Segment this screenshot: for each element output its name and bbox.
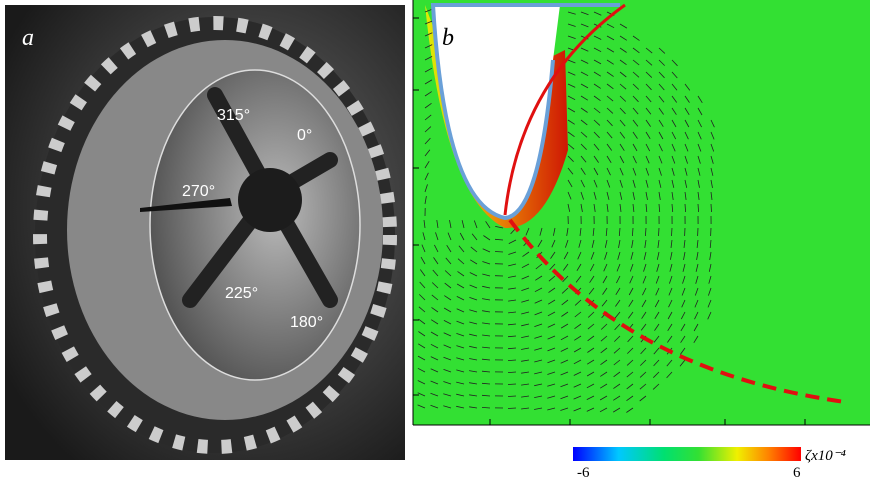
vortex-trajectory — [503, 3, 626, 216]
vortex-trajectory-projected — [508, 218, 846, 404]
photo-panel: a 315° 0° 270° 225° 180° — [5, 5, 405, 460]
panel-label: a — [22, 25, 34, 51]
flow-panel: b -6 6 ζx10⁻⁴ — [412, 0, 870, 481]
angle-label: 180° — [290, 314, 323, 331]
panel-label: b — [442, 25, 454, 51]
rim-tape — [33, 16, 397, 454]
colorbar-title: ζx10⁻⁴ — [805, 448, 846, 464]
colorbar — [573, 447, 801, 461]
axes — [412, 0, 870, 426]
angle-label: 315° — [217, 107, 250, 124]
blade-section — [433, 5, 560, 218]
vector-strokes — [417, 8, 715, 413]
angle-label: 270° — [182, 183, 215, 200]
hub — [238, 168, 302, 232]
colorbar-max: 6 — [793, 465, 801, 481]
angle-label: 0° — [297, 127, 312, 144]
velocity-vectors — [417, 8, 715, 413]
angle-label: 225° — [225, 285, 258, 302]
duct-edge — [149, 69, 361, 381]
sting — [140, 198, 232, 212]
colorbar-min: -6 — [577, 465, 590, 481]
blade-outline — [430, 3, 620, 221]
